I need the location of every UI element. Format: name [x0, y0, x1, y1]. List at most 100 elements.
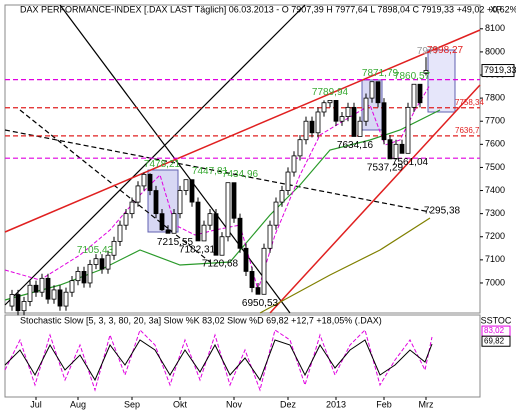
candle-body [129, 201, 135, 215]
candle-body [201, 224, 207, 242]
annotation: 7295,38 [424, 205, 461, 216]
candle-body [393, 143, 399, 160]
candle-body [87, 264, 93, 284]
candle-body [363, 97, 369, 122]
annotation: 7998,27 [427, 45, 464, 56]
candle-body [15, 294, 21, 312]
annotation: 7120,68 [202, 259, 239, 270]
candle-body [399, 143, 405, 154]
candle-body [171, 213, 177, 234]
chart-title: DAX PERFORMANCE-INDEX [.DAX LAST Täglich… [20, 4, 516, 14]
candle-body [33, 284, 39, 293]
price-box [481, 64, 515, 78]
candle-body [9, 294, 15, 307]
annotation: 7105,43 [77, 245, 114, 256]
annotation: 7634,16 [337, 140, 374, 151]
annotation: 7434,96 [222, 169, 259, 180]
x-tick-label: Dez [280, 399, 297, 409]
candle-body [303, 120, 309, 141]
y-tick-label: 7600 [485, 139, 505, 149]
candle-body [69, 280, 75, 293]
annotation: 7977 [417, 46, 440, 57]
candle-body [99, 258, 105, 270]
y-tick-label: 7100 [485, 254, 505, 264]
candle-body [27, 284, 33, 302]
y-tick-label: 7500 [485, 162, 505, 172]
candle-body [81, 271, 87, 284]
candle-body [45, 277, 51, 300]
candle-body [309, 120, 315, 134]
candle-body [111, 240, 117, 256]
annotation: 6950,53 [242, 298, 279, 309]
x-tick-label: Sep [124, 399, 140, 409]
moving-average [4, 84, 431, 292]
candle-body [183, 179, 189, 191]
candle-body [279, 190, 285, 203]
candle-body [147, 173, 153, 191]
x-tick-label: Mrz [419, 399, 434, 409]
level-label: 7636,7 [455, 126, 480, 135]
trend-line [4, 4, 306, 306]
candle-body [141, 173, 147, 187]
candle-body [225, 182, 231, 238]
y-tick-label: 7400 [485, 185, 505, 195]
x-tick-label: Feb [376, 399, 392, 409]
y-tick-label: 7700 [485, 116, 505, 126]
candle-body [327, 100, 333, 104]
annotation: 7789,94 [312, 87, 349, 98]
y-tick-label: 8100 [485, 23, 505, 33]
annotation: 7182,31 [179, 244, 216, 255]
moving-average [4, 109, 441, 301]
price-label: 7919,33 [484, 65, 516, 75]
candle-body [219, 236, 225, 256]
trend-line [4, 129, 431, 213]
y-tick-label: 7000 [485, 277, 505, 287]
y-tick-label: 7200 [485, 231, 505, 241]
candle-body [39, 277, 45, 293]
candle-body [105, 254, 111, 270]
candle-body [135, 185, 141, 203]
candle-body [381, 102, 387, 141]
annotation: 7860,57 [394, 71, 431, 82]
candle-body [63, 291, 69, 307]
candle-body [273, 201, 279, 226]
channel-line [4, 29, 481, 233]
candle-body [123, 213, 129, 226]
candle-body [423, 70, 429, 74]
candle-body [387, 139, 393, 160]
candle-body [153, 190, 159, 215]
x-tick-label: Okt [173, 399, 188, 409]
candle-body [285, 171, 291, 191]
stoch-k [4, 329, 433, 392]
y-tick-label: 7800 [485, 92, 505, 102]
y-tick-label: 8000 [485, 46, 505, 56]
candle-body [333, 100, 339, 122]
candle-body [51, 289, 57, 300]
axis-code: XP [490, 4, 502, 14]
candle-body [339, 116, 345, 122]
candle-body [93, 258, 99, 265]
candle-body [261, 247, 267, 295]
candle-body [411, 83, 417, 108]
candle-body [315, 111, 321, 134]
x-tick-label: Aug [70, 399, 86, 409]
candle-body [231, 182, 237, 219]
candle-body [291, 155, 297, 173]
candle-body [165, 229, 171, 234]
candle-body [375, 81, 381, 104]
candle-body [189, 179, 195, 203]
axis-code: SSTOC [481, 315, 512, 325]
annotation: 7561,04 [392, 157, 429, 168]
candle-body [417, 83, 423, 104]
y-tick-label: 7300 [485, 208, 505, 218]
annotation: 7447,81 [192, 166, 229, 177]
candle-body [345, 106, 351, 117]
range-box [427, 49, 456, 113]
candle-body [321, 102, 327, 113]
candle-body [57, 289, 63, 307]
candle-body [405, 106, 411, 154]
candle-body [351, 106, 357, 137]
candle-body [297, 139, 303, 157]
candle-body [237, 217, 243, 249]
